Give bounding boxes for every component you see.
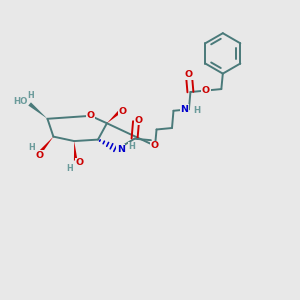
Polygon shape	[107, 111, 121, 123]
Text: O: O	[86, 111, 94, 120]
Text: O: O	[202, 86, 210, 95]
Text: O: O	[76, 158, 84, 167]
Text: HO: HO	[13, 97, 27, 106]
Polygon shape	[28, 102, 47, 119]
Text: O: O	[118, 107, 126, 116]
Text: O: O	[35, 151, 44, 160]
Text: O: O	[185, 70, 193, 79]
Text: O: O	[151, 141, 159, 150]
Text: H: H	[128, 142, 135, 151]
Polygon shape	[74, 141, 77, 161]
Text: H: H	[28, 143, 35, 152]
Polygon shape	[40, 136, 53, 153]
Text: N: N	[117, 145, 125, 154]
Text: H: H	[66, 164, 73, 173]
Text: H: H	[194, 106, 201, 115]
Text: N: N	[180, 105, 188, 114]
Text: H: H	[28, 91, 34, 100]
Text: O: O	[134, 116, 142, 125]
